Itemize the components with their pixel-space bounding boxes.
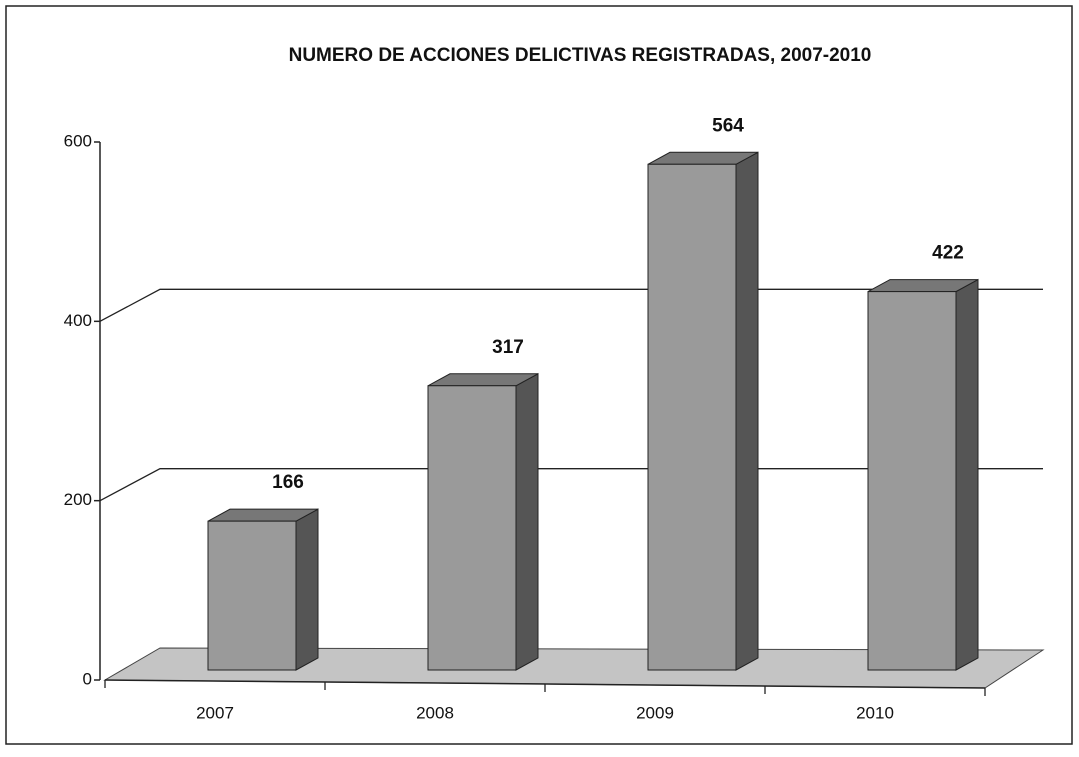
bar-side — [735, 151, 759, 671]
x-tick-label: 2008 — [416, 703, 454, 722]
data-label: 166 — [272, 472, 304, 493]
bar — [867, 278, 979, 671]
x-tick-label: 2010 — [856, 703, 894, 722]
y-tick-label: 400 — [64, 311, 92, 330]
bar — [427, 372, 539, 671]
bar — [207, 508, 319, 671]
x-tick-label: 2007 — [196, 703, 234, 722]
y-tick-label: 200 — [64, 490, 92, 509]
bar-front — [647, 163, 737, 671]
x-tick-label: 2009 — [636, 703, 674, 722]
bar — [647, 151, 759, 671]
data-label: 564 — [712, 115, 744, 136]
bar-front — [867, 291, 957, 671]
bar-front — [207, 520, 297, 671]
data-label: 317 — [492, 337, 524, 358]
data-label: 422 — [932, 243, 964, 264]
frame — [5, 5, 1073, 745]
bar-front — [427, 385, 517, 671]
chart-title: NUMERO DE ACCIONES DELICTIVAS REGISTRADA… — [289, 45, 872, 66]
y-tick-label: 0 — [83, 669, 92, 688]
bar-side — [955, 278, 979, 671]
bar-side — [515, 372, 539, 671]
y-tick-label: 600 — [64, 131, 92, 150]
bar-side — [295, 508, 319, 671]
